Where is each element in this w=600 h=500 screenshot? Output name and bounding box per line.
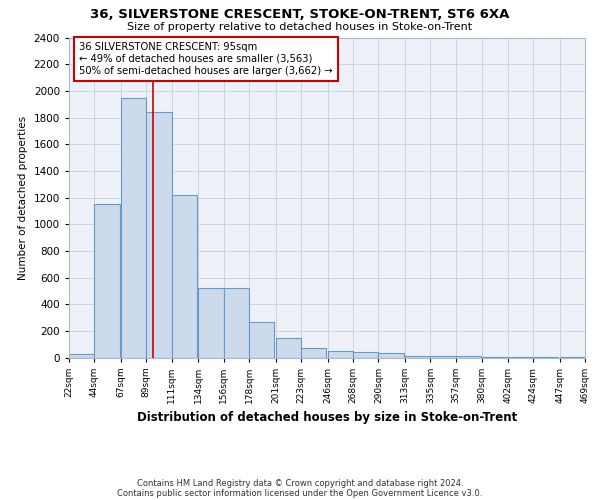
Text: 36 SILVERSTONE CRESCENT: 95sqm
← 49% of detached houses are smaller (3,563)
50% : 36 SILVERSTONE CRESCENT: 95sqm ← 49% of … bbox=[79, 42, 333, 76]
Y-axis label: Number of detached properties: Number of detached properties bbox=[18, 116, 28, 280]
Text: Contains HM Land Registry data © Crown copyright and database right 2024.: Contains HM Land Registry data © Crown c… bbox=[137, 478, 463, 488]
Bar bbox=[482, 357, 508, 358]
Bar bbox=[69, 354, 94, 358]
Bar bbox=[121, 98, 146, 358]
Bar bbox=[275, 338, 301, 357]
Bar bbox=[94, 204, 120, 358]
Bar bbox=[146, 112, 172, 358]
Bar bbox=[198, 288, 224, 358]
Bar bbox=[456, 356, 481, 358]
Bar bbox=[353, 352, 379, 358]
Bar bbox=[405, 356, 430, 358]
Bar bbox=[172, 195, 197, 358]
X-axis label: Distribution of detached houses by size in Stoke-on-Trent: Distribution of detached houses by size … bbox=[137, 411, 517, 424]
Bar bbox=[430, 356, 456, 358]
Text: 36, SILVERSTONE CRESCENT, STOKE-ON-TRENT, ST6 6XA: 36, SILVERSTONE CRESCENT, STOKE-ON-TRENT… bbox=[91, 8, 509, 20]
Bar bbox=[224, 288, 249, 358]
Bar bbox=[249, 322, 274, 358]
Bar bbox=[379, 353, 404, 358]
Bar bbox=[328, 351, 353, 358]
Text: Size of property relative to detached houses in Stoke-on-Trent: Size of property relative to detached ho… bbox=[127, 22, 473, 32]
Bar bbox=[301, 348, 326, 358]
Text: Contains public sector information licensed under the Open Government Licence v3: Contains public sector information licen… bbox=[118, 488, 482, 498]
